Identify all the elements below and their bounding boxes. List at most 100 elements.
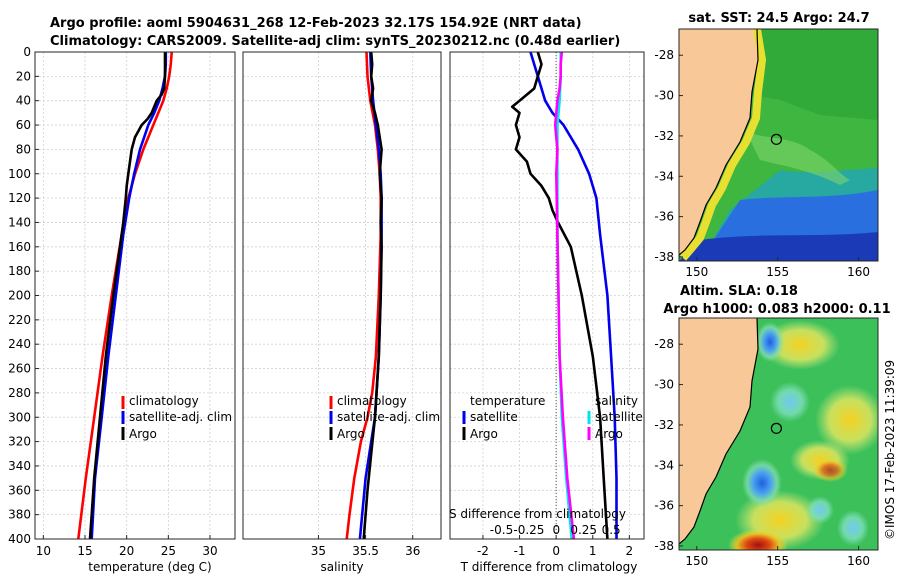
sla-anomaly <box>837 510 869 546</box>
sst-cold-zone <box>679 232 878 261</box>
xtick-label: 20 <box>119 544 134 558</box>
xtick-label: 30 <box>202 544 217 558</box>
salinity-axes-frame <box>242 51 442 540</box>
salinity-panel: 35 35.5 36 salinity climatology satellite-… <box>242 51 442 574</box>
ytick-label: 240 <box>8 337 31 351</box>
ytick-label: 320 <box>8 435 31 449</box>
lat-tick-label: -36 <box>654 210 674 224</box>
difference-axes-frame <box>449 51 645 540</box>
sla-anomaly <box>812 458 848 482</box>
xtick-label: 25 <box>161 544 176 558</box>
lat-tick-label: -32 <box>654 418 674 432</box>
figure-title-line2: Climatology: CARS2009. Satellite-adj cli… <box>50 34 620 49</box>
xtick-label: 15 <box>77 544 92 558</box>
s-tick-label: -0.25 <box>513 523 544 537</box>
legend-climatology: climatology <box>337 394 407 408</box>
t-difference-xlabel: T difference from climatology <box>460 560 638 574</box>
lon-tick-label: 150 <box>685 265 708 279</box>
series-line-temperature-argo <box>510 52 609 539</box>
xtick-label: 35.5 <box>352 544 379 558</box>
legend-satellite: satellite-adj. clim <box>129 410 232 424</box>
series-line-temperature-satellite <box>529 52 618 539</box>
temperature-series <box>77 52 173 539</box>
legend-salinity-heading: salinity <box>595 394 638 408</box>
lat-tick-label: -32 <box>654 129 674 143</box>
lat-tick-label: -38 <box>654 539 674 553</box>
salinity-grid <box>243 52 441 539</box>
lat-tick-label: -30 <box>654 89 674 103</box>
difference-panel: -2 -1 0 1 2 -0.5 -0.25 0 0.25 0.5 S difference f… <box>449 51 645 574</box>
temperature-panel: 10 15 20 25 30 0 20 40 60 80 100 120 140 160 180 200 22… <box>8 45 236 574</box>
lat-tick-label: -28 <box>654 48 674 62</box>
ytick-label: 220 <box>8 313 31 327</box>
sla-anomaly <box>742 459 782 507</box>
salinity-legend: climatology satellite-adj. clim Argo <box>329 394 440 441</box>
ytick-label: 60 <box>16 118 31 132</box>
imos-credit: ©IMOS 17-Feb-2023 11:39:09 <box>883 360 897 540</box>
s-tick-label: 0.25 <box>570 523 597 537</box>
argo-position-marker <box>770 422 782 434</box>
ytick-label: 80 <box>16 142 31 156</box>
sla-map-lat-ticks: -28 -30 -32 -34 -36 -38 <box>654 337 683 553</box>
lon-tick-label: 150 <box>685 554 708 568</box>
lat-tick-label: -34 <box>654 458 674 472</box>
ytick-label: 340 <box>8 459 31 473</box>
sla-map-title-line1: Altim. SLA: 0.18 <box>680 284 798 299</box>
legend-t-argo: Argo <box>470 427 498 441</box>
legend-argo: Argo <box>337 427 365 441</box>
lon-tick-label: 155 <box>766 265 789 279</box>
xtick-label: 0 <box>552 544 560 558</box>
salinity-xlabel: salinity <box>320 560 363 574</box>
sla-map-frame <box>678 317 879 551</box>
sla-anomaly <box>806 496 834 524</box>
sst-map-frame <box>678 28 879 262</box>
sst-land <box>679 29 758 255</box>
ytick-label: 300 <box>8 410 31 424</box>
salinity-xticks: 35 35.5 36 <box>311 535 420 558</box>
ytick-label: 40 <box>16 94 31 108</box>
legend-satellite: satellite-adj. clim <box>337 410 440 424</box>
ytick-label: 120 <box>8 191 31 205</box>
s-difference-ticks: -0.5 -0.25 0 0.25 0.5 <box>490 523 621 537</box>
lat-tick-label: -38 <box>654 250 674 264</box>
t-difference-xticks: -2 -1 0 1 2 <box>477 535 633 558</box>
xtick-label: 36 <box>405 544 420 558</box>
sla-map: Altim. SLA: 0.18 Argo h1000: 0.083 h2000… <box>654 284 890 568</box>
ytick-label: 20 <box>16 69 31 83</box>
series-line-argo <box>362 52 383 539</box>
xtick-label: -1 <box>514 544 526 558</box>
temperature-legend: climatology satellite-adj. clim Argo <box>121 394 232 441</box>
xtick-label: 2 <box>626 544 634 558</box>
difference-legend: temperature satellite Argo salinity sate… <box>462 394 643 441</box>
s-tick-label: -0.5 <box>490 523 513 537</box>
ytick-label: 260 <box>8 362 31 376</box>
sst-map-lon-ticks: 150 155 160 <box>685 257 870 279</box>
sla-coastline <box>679 318 759 545</box>
figure-title-line1: Argo profile: aoml 5904631_268 12-Feb-20… <box>50 16 582 31</box>
s-tick-label: 0 <box>552 523 560 537</box>
ytick-label: 400 <box>8 532 31 546</box>
legend-s-satellite: satellite <box>595 410 643 424</box>
legend-argo: Argo <box>129 427 157 441</box>
ytick-label: 180 <box>8 264 31 278</box>
sst-warm-band <box>740 29 878 120</box>
sst-coastal-band <box>679 29 767 261</box>
sla-anomaly <box>770 382 810 422</box>
ytick-label: 0 <box>23 45 31 59</box>
temperature-xlabel: temperature (deg C) <box>88 560 211 574</box>
temperature-grid <box>35 52 235 539</box>
s-difference-label: S difference from climatology <box>449 507 626 521</box>
legend-s-argo: Argo <box>595 427 623 441</box>
ytick-label: 280 <box>8 386 31 400</box>
sst-coastline <box>679 29 759 256</box>
legend-climatology: climatology <box>129 394 199 408</box>
lon-tick-label: 155 <box>766 554 789 568</box>
sst-map-lat-ticks: -28 -30 -32 -34 -36 -38 <box>654 48 683 264</box>
depth-yticks: 0 20 40 60 80 100 120 140 160 180 200 220 240 260 280 3… <box>8 45 39 546</box>
sla-land <box>679 318 758 544</box>
sla-anomaly <box>815 385 878 455</box>
sla-anomaly <box>728 529 788 550</box>
difference-series <box>510 52 618 539</box>
lon-tick-label: 160 <box>847 265 870 279</box>
